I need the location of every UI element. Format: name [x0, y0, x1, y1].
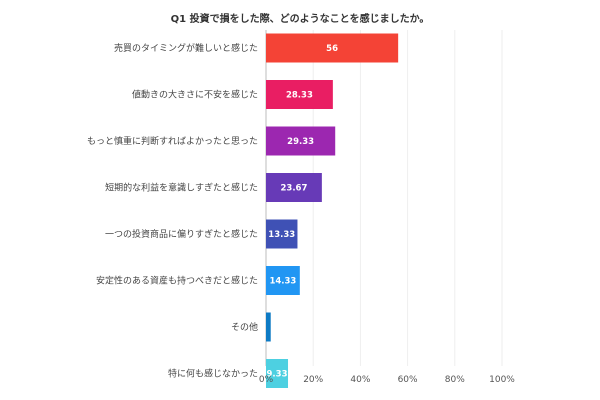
category-label: もっと慎重に判断すればよかったと思った: [87, 135, 258, 147]
category-label: 売買のタイミングが難しいと感じた: [114, 42, 258, 54]
value-label: 14.33: [269, 277, 296, 287]
category-labels: 売買のタイミングが難しいと感じた値動きの大きさに不安を感じたもっと慎重に判断すれ…: [87, 42, 258, 380]
value-label: 28.33: [286, 91, 313, 101]
value-label: 23.67: [280, 184, 307, 194]
x-tick-label: 40%: [350, 375, 370, 385]
value-label: 9.33: [267, 370, 288, 380]
x-tick-label: 100%: [489, 375, 515, 385]
bar[interactable]: [266, 359, 289, 388]
bar[interactable]: [266, 219, 298, 249]
bar[interactable]: [266, 266, 300, 295]
x-tick-label: 0%: [259, 375, 274, 385]
value-label: 56: [326, 44, 338, 54]
category-label: 短期的な利益を意識しすぎたと感じた: [105, 182, 258, 194]
bar[interactable]: [266, 80, 333, 109]
gridlines: [265, 30, 503, 366]
value-label: 29.33: [287, 137, 314, 147]
bars: [266, 33, 399, 388]
x-tick-label: 80%: [445, 375, 465, 385]
bar[interactable]: [266, 173, 322, 202]
bar[interactable]: [266, 126, 336, 156]
category-label: 一つの投資商品に偏りすぎたと感じた: [105, 228, 258, 240]
category-label: 安定性のある資産も持つべきだと感じた: [96, 275, 258, 287]
category-label: 値動きの大きさに不安を感じた: [132, 89, 258, 101]
x-tick-label: 60%: [398, 375, 418, 385]
value-label: 13.33: [268, 230, 295, 240]
x-axis-ticks: 0% 20% 40% 60% 80% 100%: [259, 375, 515, 385]
category-label: 特に何も感じなかった: [168, 368, 258, 380]
category-label: その他: [231, 321, 258, 333]
x-tick-label: 20%: [303, 375, 323, 385]
value-labels: 56 28.33 29.33 23.67 13.33 14.33 9.33: [267, 44, 339, 380]
bar[interactable]: [266, 312, 271, 342]
chart-title: Q1 投資で損をした際、どのようなことを感じましたか。: [170, 14, 430, 25]
bar[interactable]: [266, 33, 399, 63]
